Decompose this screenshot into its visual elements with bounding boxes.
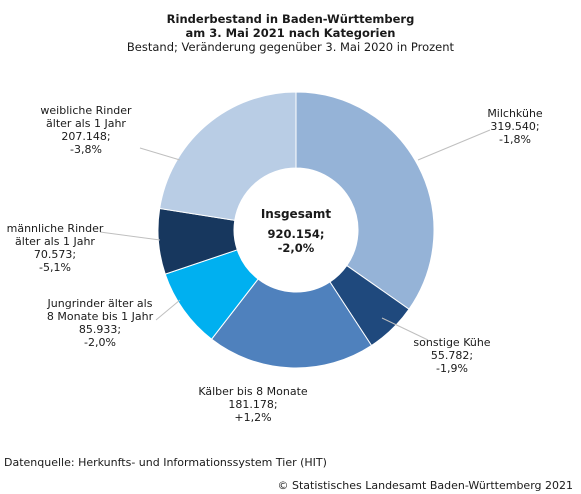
slice-label-line: -2,0% xyxy=(84,336,116,349)
slice-label-line: Milchkühe xyxy=(487,107,543,120)
slice-label-line: sonstige Kühe xyxy=(413,336,490,349)
slice-label-line: 319.540; xyxy=(490,120,539,133)
slice-label-line: 85.933; xyxy=(79,323,121,336)
chart-title-line1: Rinderbestand in Baden-Württemberg xyxy=(166,12,415,26)
slice-label-line: 55.782; xyxy=(431,349,473,362)
slice-label-line: -1,9% xyxy=(436,362,468,375)
chart-title-line2: am 3. Mai 2021 nach Kategorien xyxy=(185,26,396,40)
slice-label: Milchkühe 319.540; -1,8% xyxy=(487,107,543,146)
slice-label-line: -5,1% xyxy=(39,261,71,274)
slice-label-line: älter als 1 Jahr xyxy=(15,235,95,248)
slice-milchkühe xyxy=(295,91,435,310)
leader-line xyxy=(155,299,181,321)
slice-label-line: +1,2% xyxy=(234,411,271,424)
slice-label-line: -1,8% xyxy=(499,133,531,146)
slice-label: Jungrinder älter als 8 Monate bis 1 Jahr 8… xyxy=(47,297,154,349)
slice-label-line: 8 Monate bis 1 Jahr xyxy=(47,310,154,323)
slice-label-line: Jungrinder älter als xyxy=(47,297,153,310)
slice-label-line: 207.148; xyxy=(61,130,110,143)
slice-label: sonstige Kühe 55.782; -1,9% xyxy=(413,336,490,375)
leader-line xyxy=(99,231,161,241)
leader-line xyxy=(139,147,181,161)
center-label: Insgesamt xyxy=(261,207,332,221)
copyright-note: © Statistisches Landesamt Baden-Württemb… xyxy=(277,479,573,492)
slice-weibliche-rinder-älter-als-1-jahr xyxy=(159,91,297,221)
slice-kälber-bis-8-monate xyxy=(210,278,373,369)
slice-label-line: älter als 1 Jahr xyxy=(46,117,126,130)
chart-title-block: Rinderbestand in Baden-Württemberg am 3.… xyxy=(0,12,581,54)
slice-label-line: weibliche Rinder xyxy=(40,104,132,117)
data-source-note: Datenquelle: Herkunfts- und Informations… xyxy=(4,456,327,469)
slice-label-line: männliche Rinder xyxy=(7,222,104,235)
slice-label: weibliche Rinder älter als 1 Jahr 207.148;… xyxy=(40,104,132,156)
slice-label-line: 70.573; xyxy=(34,248,76,261)
leader-line xyxy=(381,317,429,341)
center-total-change: -2,0% xyxy=(278,241,315,255)
slice-label: männliche Rinder älter als 1 Jahr 70.573; -… xyxy=(7,222,104,274)
slice-label-line: 181.178; xyxy=(228,398,277,411)
leader-line xyxy=(417,129,491,161)
chart-subtitle: Bestand; Veränderung gegenüber 3. Mai 20… xyxy=(126,40,455,54)
center-total-value: 920.154; xyxy=(268,227,325,241)
slice-label-line: Kälber bis 8 Monate xyxy=(198,385,308,398)
slice-label: Kälber bis 8 Monate 181.178; +1,2% xyxy=(198,385,308,424)
slice-label-line: -3,8% xyxy=(70,143,102,156)
